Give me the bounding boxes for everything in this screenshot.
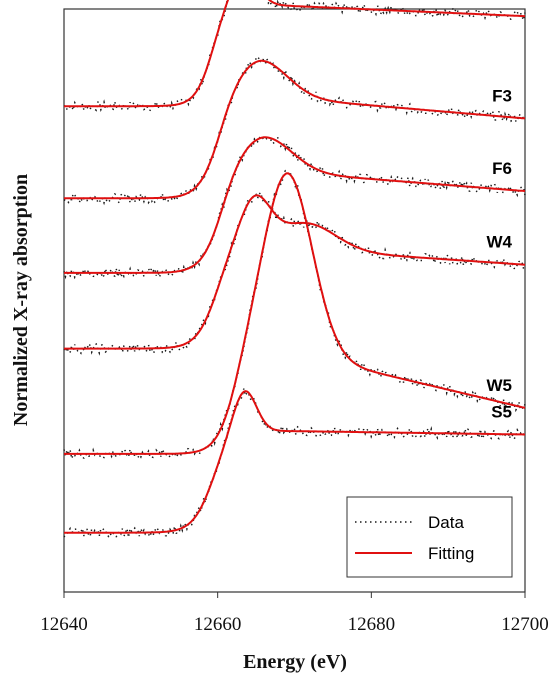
curves-group: [63, 0, 526, 539]
x-tick-label: 12660: [194, 614, 242, 635]
x-tick-label: 12680: [348, 614, 396, 635]
data-curve-f2: [63, 0, 526, 113]
fitting-curve-s5: [64, 390, 525, 534]
legend-data-label: Data: [428, 513, 464, 532]
x-axis-title: Energy (eV): [243, 651, 347, 673]
data-curve-w5: [63, 169, 526, 462]
data-curve-f3: [63, 56, 526, 206]
fitting-curve-w4: [64, 194, 526, 350]
fitting-curve-f6: [64, 136, 526, 274]
series-label-f6: F6: [492, 159, 512, 178]
x-ticks-group: 12640 12660 12680 12700: [40, 592, 549, 635]
series-label-w4: W4: [487, 233, 513, 252]
series-label-w5: W5: [487, 376, 513, 395]
legend: Data Fitting: [346, 496, 513, 578]
legend-box: [346, 496, 513, 578]
x-tick-label: 12640: [40, 614, 88, 635]
series-label-f3: F3: [492, 86, 512, 105]
series-label-f2: F2: [492, 0, 512, 3]
data-curve-s5: [63, 388, 526, 539]
data-curve-f6: [63, 134, 526, 280]
plot-frame: [63, 8, 526, 593]
series-label-s5: S5: [491, 403, 512, 422]
fitting-curve-f2: [64, 0, 526, 108]
series-labels-group: F2 F3 F6 W4 W5 S5: [487, 0, 513, 422]
legend-fitting-label: Fitting: [428, 544, 474, 563]
y-axis-title: Normalized X-ray absorption: [10, 174, 32, 426]
fitting-curve-f3: [64, 59, 526, 200]
fitting-curve-w5: [64, 172, 526, 455]
x-tick-label: 12700: [501, 614, 549, 635]
